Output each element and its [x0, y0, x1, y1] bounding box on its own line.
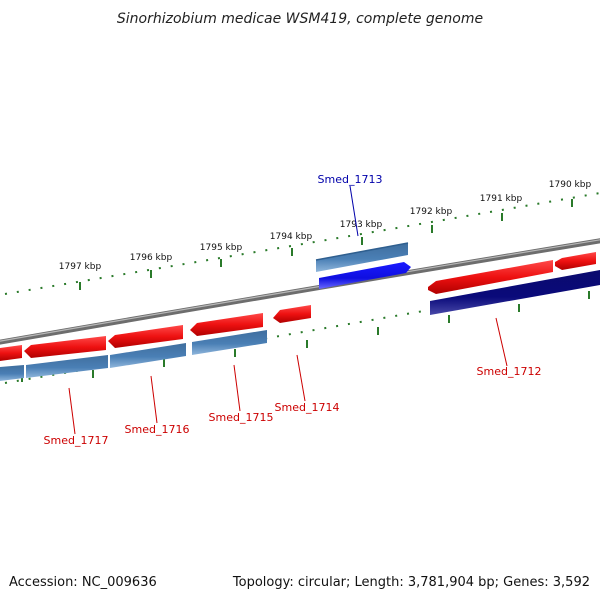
gene-arrow-smed-1717[interactable]	[24, 336, 106, 358]
orf-steelblue-lower-edge[interactable]	[0, 365, 24, 381]
kbp-label-1797: 1797 kbp	[59, 262, 102, 272]
orf-steelblue-lower-3[interactable]	[26, 355, 108, 378]
genome-title: Sinorhizobium medicae WSM419, complete g…	[117, 11, 483, 27]
kbp-label-1793: 1793 kbp	[340, 220, 383, 230]
gene-label-smed-1713[interactable]: Smed_1713	[318, 173, 383, 186]
gene-arrow-smed-1712[interactable]	[428, 260, 553, 294]
gene-arrow-left-edge[interactable]	[0, 345, 22, 361]
kbp-label-1794: 1794 kbp	[270, 232, 313, 242]
scale-labels: 1797 kbp 1796 kbp 1795 kbp 1794 kbp 1793…	[59, 180, 592, 272]
genome-summary-text: Topology: circular; Length: 3,781,904 bp…	[232, 575, 590, 590]
orf-navy-lower[interactable]	[430, 270, 600, 315]
kbp-label-1790: 1790 kbp	[549, 180, 592, 190]
orf-steelblue-lower-1[interactable]	[192, 330, 267, 355]
gene-arrow-right-edge[interactable]	[555, 252, 596, 270]
genome-backbone	[0, 238, 600, 345]
gene-arrow-smed-1716[interactable]	[108, 325, 183, 348]
gene-label-smed-1714[interactable]: Smed_1714	[275, 401, 340, 414]
gene-arrow-smed-1713[interactable]	[319, 262, 411, 289]
kbp-label-1792: 1792 kbp	[410, 207, 453, 217]
accession-text: Accession: NC_009636	[9, 575, 157, 590]
gene-arrow-smed-1715[interactable]	[190, 313, 263, 336]
gene-label-smed-1712[interactable]: Smed_1712	[477, 365, 542, 378]
orf-steelblue-upper[interactable]	[315, 242, 409, 272]
kbp-label-1795: 1795 kbp	[200, 243, 243, 253]
orf-steelblue-lower-2[interactable]	[110, 343, 186, 368]
gene-label-smed-1716[interactable]: Smed_1716	[125, 423, 190, 436]
gene-label-smed-1715[interactable]: Smed_1715	[209, 411, 274, 424]
kbp-label-1791: 1791 kbp	[480, 194, 523, 204]
gene-label-leaders	[68, 185, 508, 435]
gene-arrow-smed-1714[interactable]	[273, 305, 311, 323]
kbp-label-1796: 1796 kbp	[130, 253, 173, 263]
gene-label-smed-1717[interactable]: Smed_1717	[44, 434, 109, 447]
scale-track-outer	[4, 192, 600, 295]
